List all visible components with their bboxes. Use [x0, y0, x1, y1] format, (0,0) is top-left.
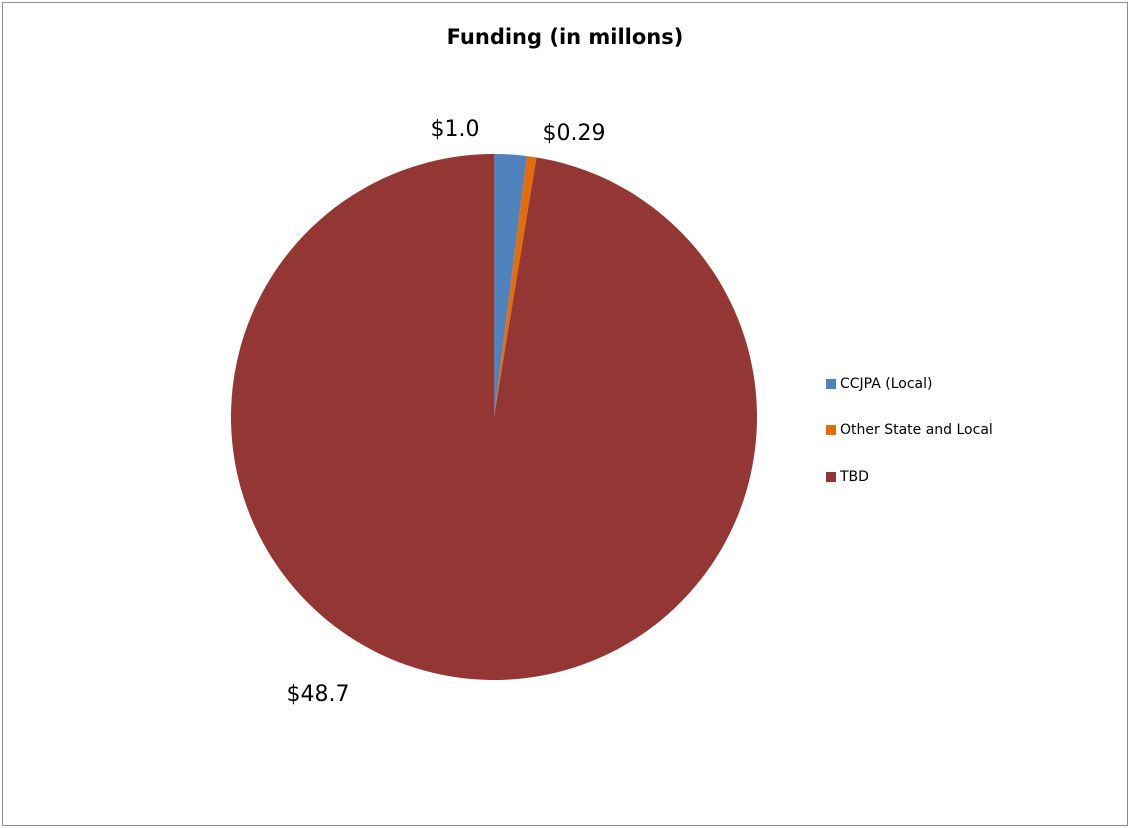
- pie-slice-other-state-local: [494, 156, 537, 418]
- pie-slice-ccjpa: [494, 154, 527, 417]
- data-label-other-state-local: $0.29: [543, 121, 606, 146]
- legend-item-ccjpa: CCJPA (Local): [826, 372, 1086, 396]
- data-label-ccjpa: $1.0: [431, 117, 480, 142]
- legend-label-other-state-local: Other State and Local: [840, 422, 993, 438]
- legend: CCJPA (Local) Other State and Local TBD: [826, 372, 1086, 511]
- legend-label-ccjpa: CCJPA (Local): [840, 376, 933, 392]
- pie-data-labels: $1.0 $0.29 $48.7: [287, 117, 606, 707]
- legend-swatch-ccjpa: [826, 379, 836, 389]
- pie-slice-tbd: [230, 154, 757, 680]
- legend-item-other-state-local: Other State and Local: [826, 418, 1086, 442]
- pie-slices: [230, 154, 757, 680]
- legend-swatch-other-state-local: [826, 425, 836, 435]
- legend-item-tbd: TBD: [826, 465, 1086, 489]
- legend-label-tbd: TBD: [840, 469, 869, 485]
- data-label-tbd: $48.7: [287, 682, 350, 707]
- chart-title: Funding (in millons): [446, 25, 684, 49]
- legend-swatch-tbd: [826, 472, 836, 482]
